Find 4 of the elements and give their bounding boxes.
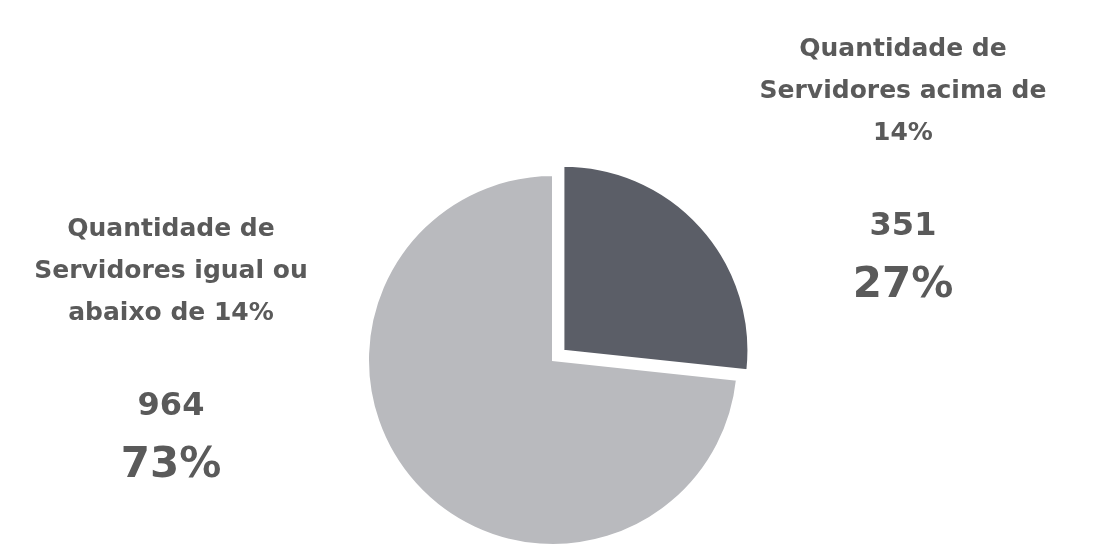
slice-label: Quantidade de Servidores acima de 14% <box>759 33 1047 146</box>
data-label: 964 73% <box>120 385 222 487</box>
data-label: 351 27% <box>852 205 954 307</box>
slice-label: Quantidade de Servidores igual ou abaixo de 14% <box>34 213 308 326</box>
